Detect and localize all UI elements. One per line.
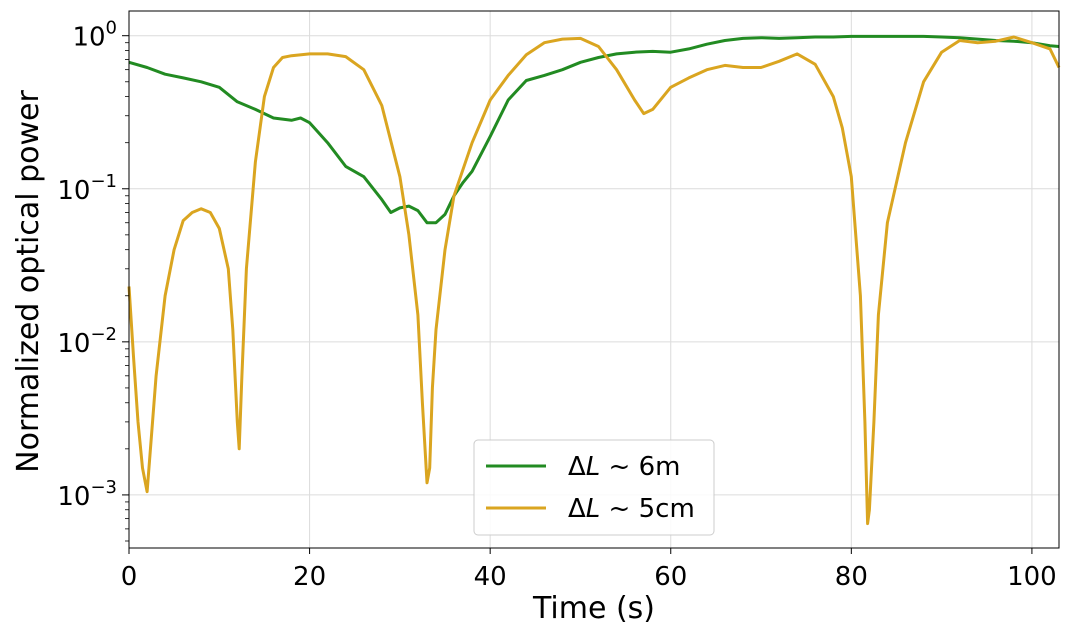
y-tick-label: 10−2 — [57, 324, 117, 359]
y-tick-label: 10−1 — [57, 171, 117, 206]
x-tick-label: 40 — [474, 562, 507, 592]
x-tick-labels: 0 20 40 60 80 100 — [121, 562, 1057, 592]
x-tick-label: 60 — [654, 562, 687, 592]
y-tick-labels: 10−3 10−2 10−1 100 — [57, 18, 117, 512]
plot-series — [127, 34, 1061, 526]
legend-label-2: ΔL ~ 5cm — [568, 494, 695, 524]
x-tick-label: 0 — [121, 562, 138, 592]
legend-label-1: ΔL ~ 6m — [568, 452, 680, 482]
plot-frame — [128, 10, 1060, 549]
axis-ticks — [122, 35, 1033, 554]
x-tick-label: 100 — [1007, 562, 1057, 592]
x-axis-title: Time (s) — [532, 591, 655, 626]
x-tick-label: 20 — [293, 562, 326, 592]
series-line-2 — [127, 35, 1061, 526]
y-tick-label: 100 — [72, 18, 117, 53]
y-tick-label: 10−3 — [57, 477, 117, 512]
series-line-1 — [128, 34, 1060, 225]
legend: ΔL ~ 6m ΔL ~ 5cm — [473, 439, 715, 536]
x-tick-label: 80 — [835, 562, 868, 592]
y-axis-title: Normalized optical power — [11, 90, 46, 473]
legend-box — [473, 439, 715, 536]
